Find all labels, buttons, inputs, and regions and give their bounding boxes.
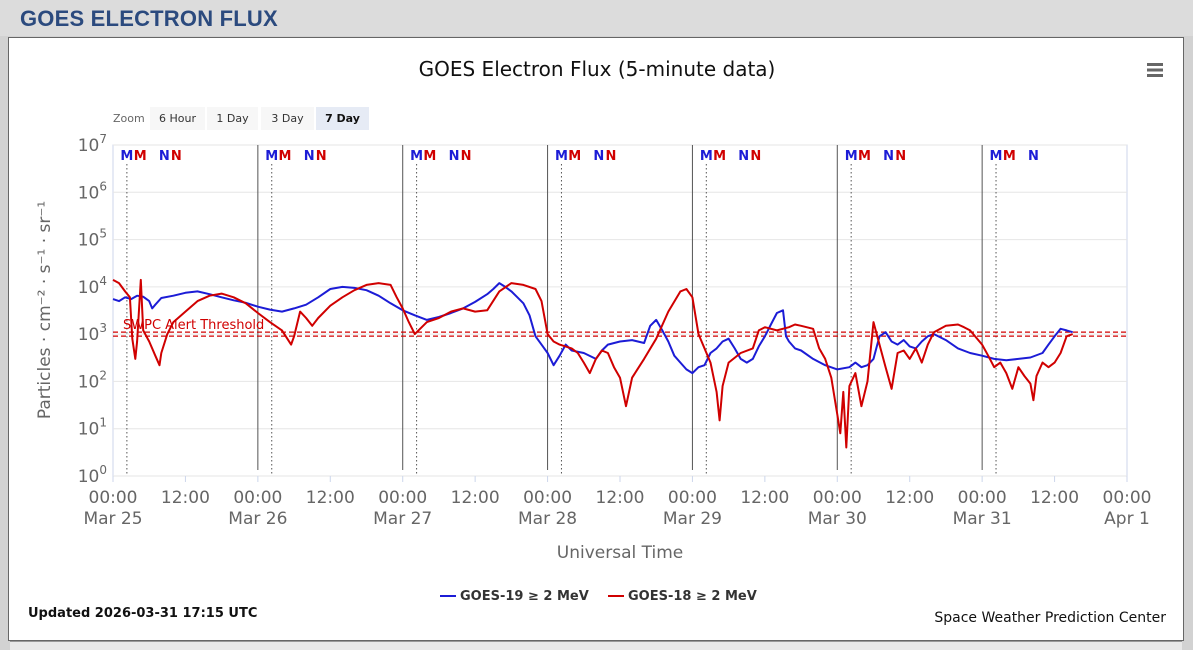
marker-label: M — [1003, 149, 1016, 164]
marker-label: M — [279, 149, 292, 164]
marker-label: M — [134, 149, 147, 164]
zoom-group: Zoom 6 Hour 1 Day 3 Day 7 Day — [113, 107, 369, 130]
x-axis-label: Universal Time — [557, 543, 683, 563]
marker-label: N — [895, 149, 906, 164]
x-tick-date-label: Mar 30 — [808, 509, 867, 529]
svg-text:6 Hour: 6 Hour — [159, 112, 196, 125]
x-tick-time-label: 12:00 — [161, 488, 210, 508]
x-tick-date-label: Mar 26 — [228, 509, 287, 529]
y-tick-label: 104 — [78, 274, 107, 298]
marker-label: N — [883, 149, 894, 164]
zoom-7-day-button[interactable]: 7 Day — [316, 107, 369, 130]
credit-text: Space Weather Prediction Center — [934, 610, 1166, 626]
x-tick-date-label: Mar 25 — [83, 509, 142, 529]
y-tick-label: 103 — [78, 321, 107, 345]
page-title: GOES ELECTRON FLUX — [20, 6, 278, 31]
svg-text:7 Day: 7 Day — [325, 112, 360, 125]
marker-label: N — [159, 149, 170, 164]
y-tick-label: 105 — [78, 227, 107, 251]
x-tick-date-label: Mar 31 — [953, 509, 1012, 529]
marker-label: N — [461, 149, 472, 164]
x-tick-time-label: 00:00 — [378, 488, 427, 508]
x-tick-time-label: 12:00 — [306, 488, 355, 508]
x-tick-date-label: Apr 1 — [1104, 509, 1150, 529]
legend-item-goes19: GOES-19 ≥ 2 MeV — [440, 589, 589, 604]
x-tick-date-label: Mar 27 — [373, 509, 432, 529]
y-tick-label: 101 — [78, 416, 107, 440]
marker-label: M — [990, 149, 1003, 164]
chart-title: GOES Electron Flux (5-minute data) — [419, 57, 776, 81]
updated-timestamp: Updated 2026-03-31 17:15 UTC — [28, 606, 257, 621]
marker-label: N — [606, 149, 617, 164]
y-tick-label: 102 — [78, 368, 107, 392]
x-tick-time-label: 00:00 — [813, 488, 862, 508]
marker-label: N — [304, 149, 315, 164]
page-header: GOES ELECTRON FLUX — [0, 0, 1193, 36]
x-tick-time-label: 12:00 — [451, 488, 500, 508]
marker-label: M — [423, 149, 436, 164]
x-tick-time-label: 00:00 — [1103, 488, 1152, 508]
marker-label: M — [713, 149, 726, 164]
marker-label: N — [1028, 149, 1039, 164]
zoom-1-day-button[interactable]: 1 Day — [207, 107, 258, 130]
zoom-3-day-button[interactable]: 3 Day — [261, 107, 314, 130]
marker-label: N — [738, 149, 749, 164]
zoom-label: Zoom — [113, 112, 145, 125]
svg-text:3 Day: 3 Day — [271, 112, 304, 125]
marker-label: M — [410, 149, 423, 164]
marker-label: M — [120, 149, 133, 164]
y-tick-label: 100 — [78, 463, 107, 487]
marker-label: N — [316, 149, 327, 164]
marker-label: M — [265, 149, 278, 164]
y-tick-label: 107 — [78, 132, 107, 156]
marker-label: M — [858, 149, 871, 164]
x-tick-time-label: 00:00 — [89, 488, 138, 508]
x-tick-date-label: Mar 28 — [518, 509, 577, 529]
plot-frame — [112, 144, 1128, 477]
x-tick-time-label: 12:00 — [1030, 488, 1079, 508]
x-tick-time-label: 12:00 — [596, 488, 645, 508]
bottom-strip — [10, 641, 1182, 650]
series-line-goes19 — [112, 282, 1073, 375]
marker-label: M — [555, 149, 568, 164]
marker-label: N — [593, 149, 604, 164]
threshold-label: SWPC Alert Threshold — [123, 318, 264, 333]
legend-item-goes18: GOES-18 ≥ 2 MeV — [608, 589, 757, 604]
y-tick-label: 106 — [78, 179, 107, 203]
x-tick-time-label: 12:00 — [885, 488, 934, 508]
marker-label: N — [449, 149, 460, 164]
marker-label: N — [171, 149, 182, 164]
series-lines — [112, 278, 1074, 449]
y-axis-label: Particles · cm⁻² · s⁻¹ · sr⁻¹ — [35, 201, 55, 419]
plot-area — [112, 144, 1128, 477]
marker-label: M — [700, 149, 713, 164]
zoom-6-hour-button[interactable]: 6 Hour — [150, 107, 205, 130]
legend-label: GOES-19 ≥ 2 MeV — [460, 589, 589, 604]
x-tick-time-label: 00:00 — [523, 488, 572, 508]
series-line-goes18 — [112, 278, 1074, 449]
legend: GOES-19 ≥ 2 MeV GOES-18 ≥ 2 MeV — [440, 589, 757, 604]
x-tick-time-label: 00:00 — [668, 488, 717, 508]
x-tick-time-label: 00:00 — [958, 488, 1007, 508]
x-tick-time-label: 00:00 — [233, 488, 282, 508]
x-tick-date-label: Mar 29 — [663, 509, 722, 529]
menu-icon[interactable] — [1143, 60, 1167, 80]
legend-label: GOES-18 ≥ 2 MeV — [628, 589, 757, 604]
marker-label: M — [845, 149, 858, 164]
marker-label: N — [750, 149, 761, 164]
marker-label: M — [568, 149, 581, 164]
y-axis-ticks: 100 101 102 103 104 105 106 107 — [78, 132, 107, 487]
svg-text:1 Day: 1 Day — [216, 112, 249, 125]
x-tick-time-label: 12:00 — [740, 488, 789, 508]
